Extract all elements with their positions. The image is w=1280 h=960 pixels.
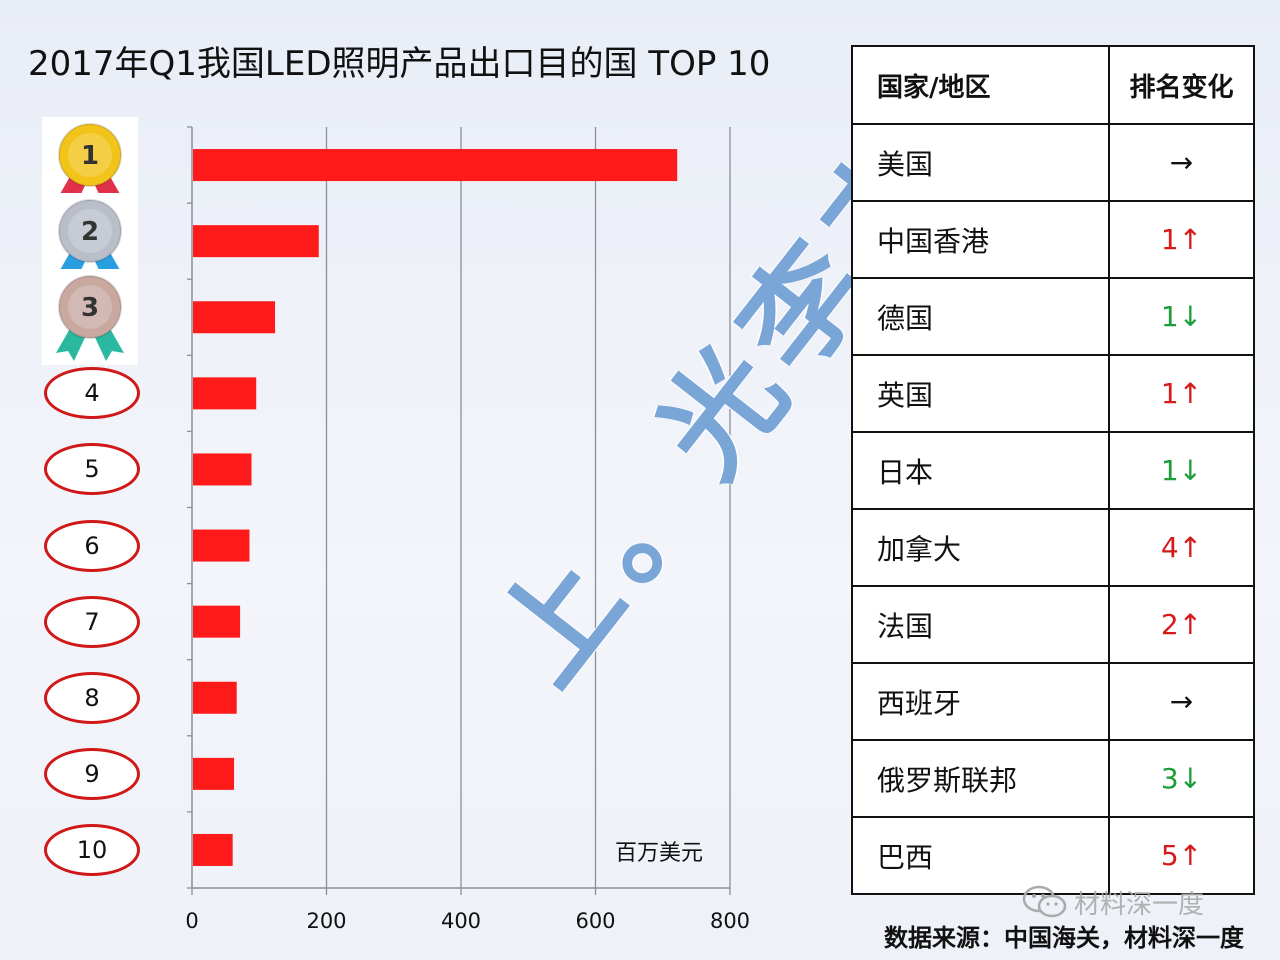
country-cell: 中国香港 — [851, 200, 1110, 279]
medal-label: 3 — [81, 293, 99, 323]
bar-4 — [193, 377, 257, 410]
rank-change-cell: → — [1108, 662, 1255, 741]
wechat-label: 材料深一度 — [1074, 890, 1205, 920]
rank-markers: 1 2 3 4 5 6 7 8 9 10 — [0, 0, 190, 960]
table-row: 美国 → — [851, 123, 1255, 202]
bar-2 — [193, 225, 319, 258]
table-row: 加拿大 4↑ — [851, 508, 1255, 587]
medal-1: 1 — [42, 117, 138, 217]
table-row: 英国 1↑ — [851, 354, 1255, 433]
table-row: 法国 2↑ — [851, 585, 1255, 664]
country-cell: 英国 — [851, 354, 1110, 433]
country-cell: 日本 — [851, 431, 1110, 510]
x-tick-label: 0 — [185, 909, 198, 933]
rank-change-cell: 4↑ — [1108, 508, 1255, 587]
chart-axis — [187, 126, 731, 895]
table-row: 西班牙 → — [851, 662, 1255, 741]
chart-bars — [193, 149, 678, 866]
rank-change-cell: 2↑ — [1108, 585, 1255, 664]
rank-change-cell: 5↑ — [1108, 816, 1255, 895]
table-row: 德国 1↓ — [851, 277, 1255, 356]
bar-6 — [193, 529, 250, 562]
x-tick-label: 600 — [575, 909, 615, 933]
medal-3: 3 — [42, 269, 138, 369]
table-row: 俄罗斯联邦 3↓ — [851, 739, 1255, 818]
country-cell: 加拿大 — [851, 508, 1110, 587]
country-cell: 美国 — [851, 123, 1110, 202]
rank-change-cell: 1↑ — [1108, 200, 1255, 279]
medal-label: 2 — [81, 217, 99, 247]
rank-change-cell: → — [1108, 123, 1255, 202]
bar-5 — [193, 453, 252, 486]
rank-label-9: 9 — [44, 747, 140, 800]
bar-chart: 0 200 400 600 800 — [185, 126, 750, 933]
table-header-row: 国家/地区 排名变化 — [851, 45, 1255, 125]
bar-10 — [193, 833, 233, 866]
rank-label-7: 7 — [44, 595, 140, 648]
bar-9 — [193, 757, 235, 790]
wechat-icon — [1022, 885, 1068, 926]
rank-change-cell: 1↑ — [1108, 354, 1255, 433]
rank-change-cell: 3↓ — [1108, 739, 1255, 818]
chart-grid — [325, 127, 731, 888]
rank-label-6: 6 — [44, 519, 140, 572]
header-country: 国家/地区 — [851, 45, 1110, 125]
ranking-table: 国家/地区 排名变化 美国 → 中国香港 1↑ 德国 1↓ 英国 1↑ 日本 1↓ 加拿大 4↑ 法国 2… — [851, 45, 1255, 895]
bar-3 — [193, 301, 276, 334]
rank-label-5: 5 — [44, 443, 140, 496]
wechat-watermark: 材料深一度 — [1022, 884, 1204, 926]
bar-8 — [193, 681, 237, 714]
rank-label-4: 4 — [44, 367, 140, 420]
country-cell: 俄罗斯联邦 — [851, 739, 1110, 818]
x-tick-label: 400 — [441, 909, 481, 933]
rank-change-cell: 1↓ — [1108, 431, 1255, 510]
bar-7 — [193, 605, 241, 638]
medal-label: 1 — [81, 141, 99, 171]
table-row: 中国香港 1↑ — [851, 200, 1255, 279]
rank-label-10: 10 — [44, 823, 140, 876]
source-note: 数据来源：中国海关，材料深一度 — [884, 924, 1244, 952]
table-body: 美国 → 中国香港 1↑ 德国 1↓ 英国 1↑ 日本 1↓ 加拿大 4↑ 法国 2↑ 西班牙 → 俄罗斯联邦 3… — [851, 123, 1255, 895]
country-cell: 巴西 — [851, 816, 1110, 895]
country-cell: 法国 — [851, 585, 1110, 664]
x-tick-label: 800 — [710, 909, 750, 933]
chart-title: 2017年Q1我国LED照明产品出口目的国 TOP 10 — [28, 44, 771, 84]
table-row: 日本 1↓ — [851, 431, 1255, 510]
table-row: 巴西 5↑ — [851, 816, 1255, 895]
x-tick-label: 200 — [306, 909, 346, 933]
bar-1 — [193, 149, 678, 182]
country-cell: 德国 — [851, 277, 1110, 356]
country-cell: 西班牙 — [851, 662, 1110, 741]
x-tick-labels: 0 200 400 600 800 — [185, 909, 750, 933]
unit-label: 百万美元 — [615, 841, 704, 866]
header-change: 排名变化 — [1108, 45, 1255, 125]
rank-label-8: 8 — [44, 671, 140, 724]
rank-change-cell: 1↓ — [1108, 277, 1255, 356]
